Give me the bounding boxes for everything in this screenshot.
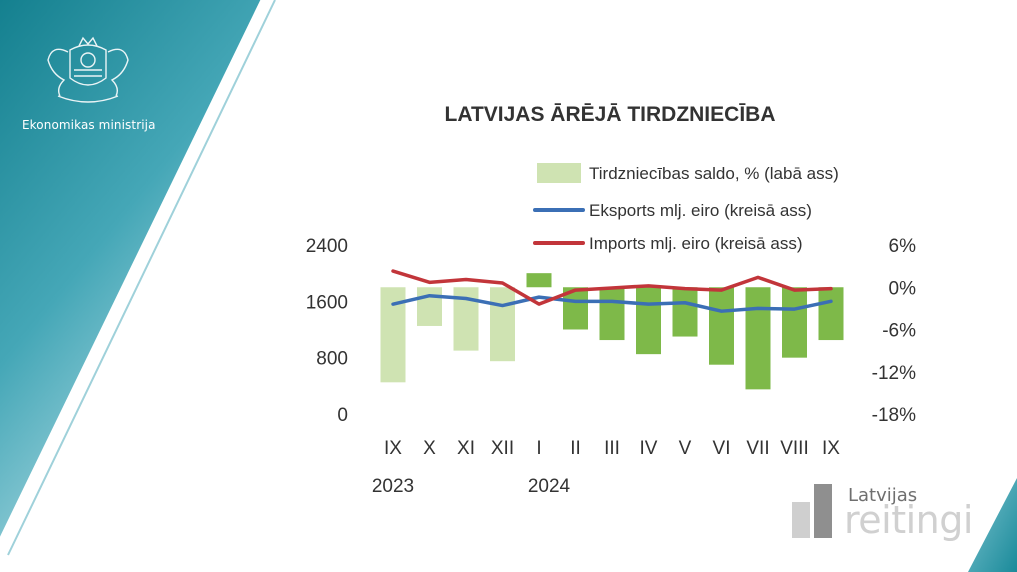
watermark: Latvijas reitingi xyxy=(790,478,1000,544)
corner-stripe xyxy=(957,479,1011,572)
corner-accent xyxy=(968,478,1017,572)
balance-bar xyxy=(490,287,515,362)
balance-bar xyxy=(636,287,661,355)
balance-bar xyxy=(709,287,734,365)
right-tick-label: 0% xyxy=(889,278,917,299)
balance-bar xyxy=(745,287,771,390)
category-label: XII xyxy=(491,438,514,459)
bar-logo-icon xyxy=(792,484,832,538)
left-tick-label: 2400 xyxy=(306,236,348,257)
series-line xyxy=(391,269,833,306)
category-label: III xyxy=(604,438,620,459)
trade-lines xyxy=(391,269,833,313)
category-label: VIII xyxy=(780,438,809,459)
white-stripe xyxy=(0,0,264,541)
chart-title: LATVIJAS ĀRĒJĀ TIRDZNIECĪBA xyxy=(445,103,776,126)
left-tick-label: 800 xyxy=(316,349,348,370)
left-tick-label: 1600 xyxy=(306,292,348,313)
balance-bar xyxy=(599,287,625,341)
balance-bar xyxy=(818,287,844,341)
latvia-coat-of-arms-icon xyxy=(47,36,129,103)
right-tick-label: -12% xyxy=(872,363,916,384)
legend-swatch xyxy=(537,163,581,183)
balance-bars xyxy=(380,273,844,390)
category-label: XI xyxy=(457,438,475,459)
legend-label: Tirdzniecības saldo, % (labā ass) xyxy=(589,164,839,183)
watermark-top-text: Latvijas xyxy=(848,485,918,506)
category-label: IX xyxy=(384,438,402,459)
category-label: IV xyxy=(640,438,658,459)
balance-bar xyxy=(672,287,698,337)
right-axis: -18% -12% -6% 0% 6% xyxy=(872,236,916,426)
series-line xyxy=(391,293,833,313)
year-label: 2024 xyxy=(528,476,571,497)
right-tick-label: -6% xyxy=(882,321,916,342)
category-label: I xyxy=(536,438,541,459)
category-label: VI xyxy=(713,438,731,459)
left-tick-label: 0 xyxy=(337,405,348,426)
category-label: V xyxy=(679,438,692,459)
category-label: X xyxy=(423,438,436,459)
legend-label: Imports mlj. eiro (kreisā ass) xyxy=(589,234,802,253)
category-label: II xyxy=(570,438,581,459)
category-label: IX xyxy=(822,438,840,459)
right-tick-label: -18% xyxy=(872,405,916,426)
balance-bar xyxy=(417,287,442,326)
legend: Tirdzniecības saldo, % (labā ass) Eksport… xyxy=(533,163,839,253)
balance-bar xyxy=(526,273,552,288)
left-axis: 0 800 1600 2400 xyxy=(306,236,348,426)
teal-stripe xyxy=(7,0,276,556)
ministry-label: Ekonomikas ministrija xyxy=(22,118,156,132)
watermark-big-text: reitingi xyxy=(844,498,973,542)
legend-label: Eksports mlj. eiro (kreisā ass) xyxy=(589,201,812,220)
category-label: VII xyxy=(746,438,769,459)
year-label: 2023 xyxy=(372,476,414,497)
balance-bar xyxy=(782,287,807,358)
right-tick-label: 6% xyxy=(889,236,917,257)
